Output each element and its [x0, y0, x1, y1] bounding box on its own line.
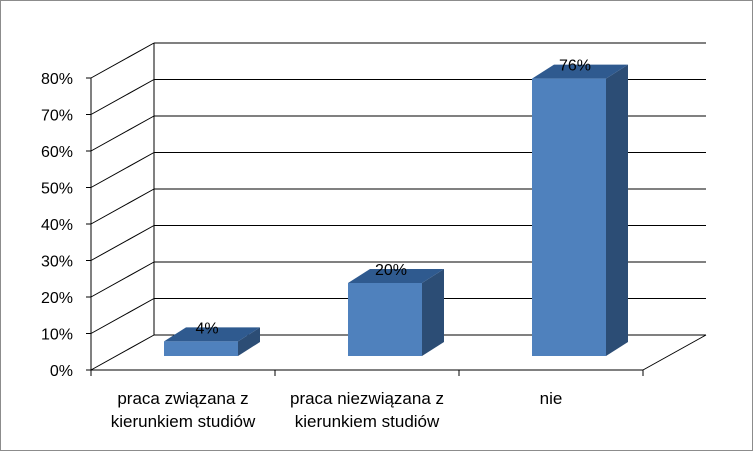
bar-top [348, 269, 444, 283]
y-tick-label: 60% [41, 144, 73, 161]
gridline-side [90, 188, 155, 225]
x-category-label: praca niezwiązana z [290, 389, 444, 408]
bar-side [422, 269, 444, 356]
gridline-side [90, 334, 155, 371]
gridline-side [90, 115, 155, 152]
y-tick-label: 20% [41, 290, 73, 307]
gridline-side [90, 261, 155, 298]
bar-side [606, 64, 628, 356]
data-label: 76% [559, 58, 591, 75]
y-tick-label: 70% [41, 108, 73, 125]
y-tick-label: 50% [41, 181, 73, 198]
bar-front [348, 283, 422, 356]
gridline-side [90, 298, 155, 334]
gridline-side [90, 225, 155, 261]
x-category-label: kierunkiem studiów [111, 412, 256, 431]
y-tick-label: 10% [41, 327, 73, 344]
floor-right-edge [642, 334, 707, 371]
x-category-label: praca związana z [117, 389, 248, 408]
gridline-side [90, 42, 155, 79]
y-tick-label: 30% [41, 254, 73, 271]
gridline-side [90, 79, 155, 115]
y-tick-label: 40% [41, 217, 73, 234]
bar-top [532, 64, 628, 79]
gridline-side [90, 152, 155, 188]
data-label: 20% [375, 262, 407, 279]
bar-side [238, 327, 260, 356]
bar-front [164, 341, 238, 356]
x-category-label: kierunkiem studiów [295, 412, 440, 431]
y-tick-label: 80% [41, 71, 73, 88]
x-category-label: nie [540, 389, 563, 408]
data-label: 4% [195, 320, 218, 337]
y-tick-label: 0% [50, 363, 73, 380]
bar-top [164, 327, 260, 342]
bar-front [532, 78, 606, 356]
